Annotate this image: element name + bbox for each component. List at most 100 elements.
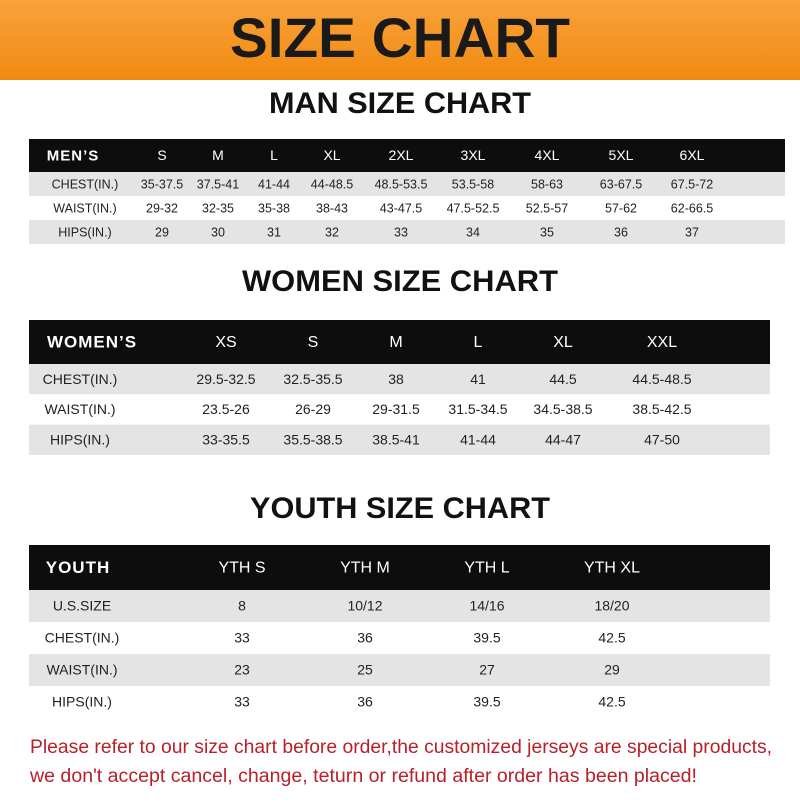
row-label: HIPS(IN.) <box>52 694 112 710</box>
table-cell: 38 <box>388 371 404 387</box>
table-cell: 25 <box>357 662 373 678</box>
table-cell: 29-32 <box>146 201 178 215</box>
table-corner-label: MEN’S <box>47 147 100 164</box>
table-cell: 33 <box>394 225 408 239</box>
table-cell: 10/12 <box>347 598 382 614</box>
table-cell: 36 <box>357 630 373 646</box>
table-cell: 31 <box>267 225 281 239</box>
table-cell: 32 <box>325 225 339 239</box>
column-header: 2XL <box>389 147 414 163</box>
table-header <box>29 320 770 364</box>
table-cell: 42.5 <box>598 694 625 710</box>
row-label: WAIST(IN.) <box>44 401 115 417</box>
table-cell: 37 <box>685 225 699 239</box>
table-cell: 43-47.5 <box>380 201 422 215</box>
column-header: M <box>389 334 402 351</box>
column-header: XXL <box>647 334 677 351</box>
row-label: WAIST(IN.) <box>46 662 117 678</box>
table-cell: 29 <box>604 662 620 678</box>
table-cell: 18/20 <box>594 598 629 614</box>
table-cell: 38.5-41 <box>372 431 420 447</box>
table-cell: 44-48.5 <box>311 177 353 191</box>
table-cell: 34 <box>466 225 480 239</box>
row-label: HIPS(IN.) <box>58 225 111 239</box>
table-cell: 29 <box>155 225 169 239</box>
table-cell: 63-67.5 <box>600 177 642 191</box>
table-row <box>29 394 770 425</box>
row-label: U.S.SIZE <box>53 598 111 614</box>
table-cell: 29.5-32.5 <box>196 371 255 387</box>
table-cell: 33 <box>234 630 250 646</box>
column-header: 3XL <box>461 147 486 163</box>
table-cell: 38-43 <box>316 201 348 215</box>
header-band <box>0 0 800 80</box>
table-cell: 42.5 <box>598 630 625 646</box>
table-cell: 38.5-42.5 <box>632 401 691 417</box>
table-cell: 44.5 <box>549 371 576 387</box>
table-row <box>29 686 770 718</box>
notice-line: we don't accept cancel, change, teturn o… <box>29 766 697 787</box>
page-title: SIZE CHART <box>230 6 570 69</box>
table-cell: 31.5-34.5 <box>448 401 507 417</box>
section-title: WOMEN SIZE CHART <box>242 265 558 298</box>
table-cell: 32-35 <box>202 201 234 215</box>
table-cell: 23.5-26 <box>202 401 250 417</box>
table-cell: 36 <box>357 694 373 710</box>
column-header: YTH M <box>340 560 390 577</box>
column-header: XS <box>215 334 236 351</box>
row-label: WAIST(IN.) <box>53 201 116 215</box>
table-cell: 8 <box>238 598 246 614</box>
column-header: YTH XL <box>584 560 640 577</box>
table-row <box>29 590 770 622</box>
table-cell: 53.5-58 <box>452 177 494 191</box>
column-header: XL <box>553 334 573 351</box>
table-cell: 37.5-41 <box>197 177 239 191</box>
table-cell: 41-44 <box>460 431 496 447</box>
table-cell: 34.5-38.5 <box>533 401 592 417</box>
table-cell: 41-44 <box>258 177 290 191</box>
table-cell: 58-63 <box>531 177 563 191</box>
table-cell: 27 <box>479 662 495 678</box>
table-cell: 29-31.5 <box>372 401 420 417</box>
column-header: XL <box>323 147 340 163</box>
table-corner-label: WOMEN’S <box>47 332 137 351</box>
table-header <box>29 139 785 172</box>
column-header: YTH S <box>218 560 265 577</box>
table-cell: 62-66.5 <box>671 201 713 215</box>
table-cell: 36 <box>614 225 628 239</box>
table-cell: 44.5-48.5 <box>632 371 691 387</box>
table-cell: 35.5-38.5 <box>283 431 342 447</box>
table-cell: 44-47 <box>545 431 581 447</box>
notice-line: Please refer to our size chart before or… <box>30 737 772 758</box>
table-row <box>29 364 770 395</box>
table-row <box>29 196 785 220</box>
table-row <box>29 172 785 196</box>
table-cell: 57-62 <box>605 201 637 215</box>
table-cell: 35-38 <box>258 201 290 215</box>
section-title: MAN SIZE CHART <box>269 87 531 120</box>
column-header: S <box>157 147 166 163</box>
table-cell: 39.5 <box>473 694 500 710</box>
table-cell: 47.5-52.5 <box>447 201 500 215</box>
column-header: YTH L <box>464 560 509 577</box>
table-cell: 30 <box>211 225 225 239</box>
column-header: S <box>308 334 319 351</box>
table-row <box>29 220 785 244</box>
table-cell: 33-35.5 <box>202 431 250 447</box>
section-title: YOUTH SIZE CHART <box>250 492 550 525</box>
table-cell: 48.5-53.5 <box>375 177 428 191</box>
column-header: 4XL <box>535 147 560 163</box>
column-header: L <box>474 334 483 351</box>
table-cell: 33 <box>234 694 250 710</box>
table-cell: 14/16 <box>469 598 504 614</box>
column-header: 5XL <box>609 147 634 163</box>
table-cell: 35 <box>540 225 554 239</box>
table-cell: 35-37.5 <box>141 177 183 191</box>
table-corner-label: YOUTH <box>46 558 111 577</box>
table-cell: 23 <box>234 662 250 678</box>
column-header: 6XL <box>680 147 705 163</box>
column-header: M <box>212 147 224 163</box>
table-row <box>29 622 770 654</box>
table-cell: 26-29 <box>295 401 331 417</box>
